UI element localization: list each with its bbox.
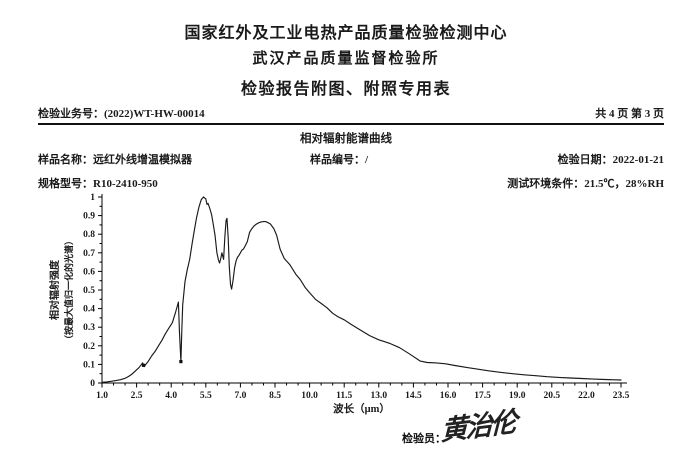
- y-tick-label: 0.8: [83, 230, 95, 240]
- x-tick-label: 19.0: [509, 391, 526, 401]
- model-label: 规格型号：: [38, 178, 93, 190]
- x-tick-label: 4.0: [165, 391, 177, 401]
- x-tick-label: 11.5: [336, 391, 352, 401]
- sample-no-label: 样品编号：: [310, 154, 365, 166]
- y-tick-label: 1: [90, 193, 95, 203]
- y-axis-title-line2: （按最大值归一化的光谱）: [63, 236, 74, 344]
- sample-no-value: /: [365, 154, 369, 166]
- report-title: 检验报告附图、附照专用表: [240, 81, 451, 98]
- x-tick-label: 5.5: [200, 391, 212, 401]
- x-tick-label: 10.0: [301, 391, 318, 401]
- model-value: R10-2410-950: [93, 178, 158, 190]
- y-tick-label: 0: [90, 379, 95, 389]
- sample-no-field: 样品编号：/: [310, 151, 368, 167]
- page-info: 共 4 页 第 3 页: [595, 108, 664, 120]
- inspector-label: 检验员：: [402, 433, 446, 445]
- env-value: 21.5℃，28%RH: [584, 178, 664, 190]
- spectrum-chart: 0 0.1 0.2 0.3 0.4 0.5 0.6 0.7 0.8 0.9 1 1.0 2.5 4.0 5.…: [30, 186, 690, 428]
- env-field: 测试环境条件：21.5℃，28%RH: [507, 175, 664, 191]
- business-no-label: 检验业务号：: [38, 108, 104, 120]
- header-divider: [38, 123, 664, 125]
- model-field: 规格型号：R10-2410-950: [38, 175, 158, 191]
- x-tick-label: 8.5: [269, 391, 281, 401]
- sample-name-field: 样品名称：远红外线增温模拟器: [38, 151, 192, 167]
- spectrum-plot: 0 0.1 0.2 0.3 0.4 0.5 0.6 0.7 0.8 0.9 1 1.0 2.5 4.0 5.…: [48, 193, 630, 415]
- y-tick-label: 0.9: [83, 212, 95, 222]
- org-title: 国家红外及工业电热产品质量检验检测中心: [184, 25, 508, 42]
- x-tick-label: 20.5: [543, 391, 560, 401]
- x-tick-label: 2.5: [131, 391, 143, 401]
- business-no-value: (2022)WT-HW-00014: [104, 108, 205, 120]
- test-date-label: 检验日期：: [557, 154, 613, 166]
- y-axis-title-line1: 相对辐射强度: [48, 259, 61, 320]
- y-tick-label: 0.6: [83, 267, 95, 277]
- business-no-field: 检验业务号：(2022)WT-HW-00014: [38, 105, 205, 121]
- x-tick-label: 13.0: [370, 391, 387, 401]
- x-tick-label: 23.5: [613, 391, 630, 401]
- chart-section-title: 相对辐射能谱曲线: [300, 133, 392, 145]
- y-tick-label: 0.1: [83, 360, 95, 370]
- test-date-field: 检验日期：2022-01-21: [558, 151, 664, 167]
- x-tick-label: 17.5: [474, 391, 491, 401]
- x-axis-title: 波长（μm）: [333, 402, 390, 415]
- absorption-marker: [179, 360, 183, 364]
- y-tick-label: 0.5: [83, 286, 95, 296]
- sample-name-value: 远红外线增温模拟器: [93, 154, 192, 166]
- x-tick-label: 7.0: [234, 391, 246, 401]
- inspector-signature: 黄治伦: [440, 406, 516, 448]
- org-subtitle: 武汉产品质量监督检验所: [252, 50, 440, 67]
- y-tick-label: 0.7: [83, 249, 95, 259]
- absorption-marker: [141, 363, 146, 367]
- env-label: 测试环境条件：: [507, 178, 585, 190]
- y-tick-label: 0.4: [83, 305, 95, 315]
- y-tick-label: 0.3: [83, 323, 95, 333]
- x-tick-label: 16.0: [440, 391, 457, 401]
- x-tick-label: 22.0: [578, 391, 595, 401]
- x-tick-label: 14.5: [405, 391, 422, 401]
- x-tick-label: 1.0: [96, 391, 108, 401]
- spectrum-curve: [101, 196, 622, 383]
- y-tick-label: 0.2: [83, 342, 95, 352]
- sample-name-label: 样品名称：: [38, 154, 93, 166]
- test-date-value: 2022-01-21: [612, 154, 664, 166]
